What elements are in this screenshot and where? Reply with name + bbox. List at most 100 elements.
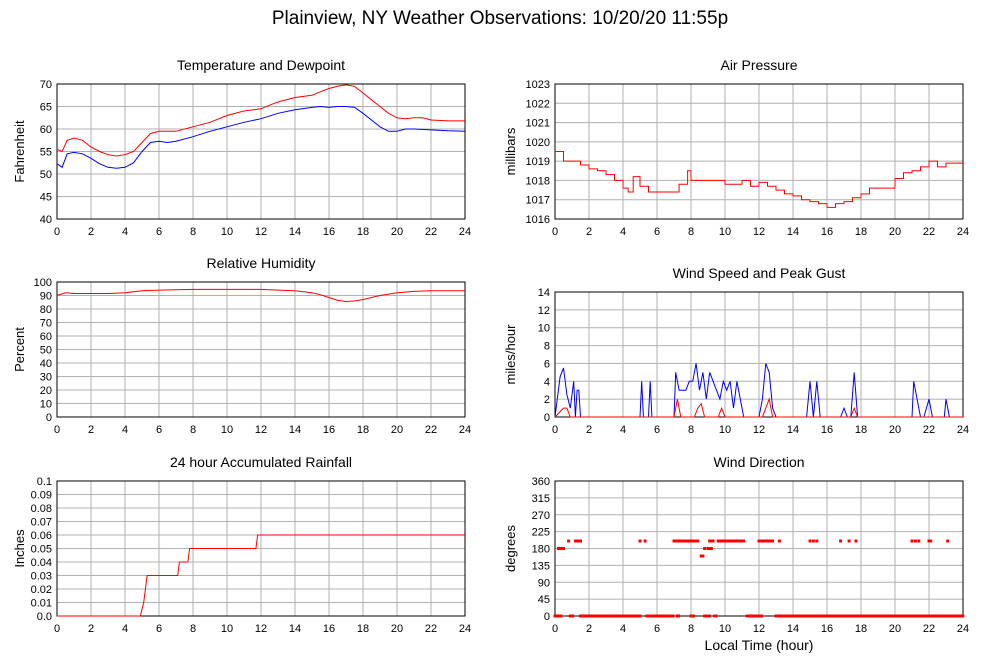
plot-frame	[56, 480, 466, 617]
data-point	[671, 614, 675, 618]
x-tick-label: 24	[957, 623, 969, 635]
x-tick-label: 0	[552, 623, 558, 635]
y-tick-label: 40	[40, 358, 52, 370]
data-point	[573, 539, 577, 543]
chart-title: Temperature and Dewpoint	[177, 57, 345, 73]
series-line-0	[56, 84, 465, 157]
x-tick-label: 12	[753, 424, 765, 436]
data-point	[575, 539, 579, 543]
x-tick-label: 12	[255, 623, 267, 635]
data-point	[720, 539, 724, 543]
x-tick-label: 6	[156, 226, 162, 238]
data-point	[808, 539, 812, 543]
x-tick-label: 24	[459, 623, 471, 635]
x-tick-label: 10	[719, 226, 731, 238]
data-point	[759, 614, 763, 618]
x-tick-label: 10	[221, 424, 233, 436]
y-tick-label: 65	[40, 102, 52, 114]
data-point	[694, 539, 698, 543]
data-point	[679, 539, 683, 543]
y-tick-label: 0.0	[37, 611, 52, 623]
y-tick-label: 1023	[526, 79, 550, 91]
data-point	[718, 539, 722, 543]
x-tick-label: 12	[753, 623, 765, 635]
x-tick-label: 22	[923, 424, 935, 436]
x-tick-label: 18	[357, 623, 369, 635]
y-tick-label: 1017	[526, 195, 550, 207]
y-tick-label: 0	[46, 412, 52, 424]
data-point	[716, 539, 720, 543]
x-tick-label: 20	[391, 226, 403, 238]
data-point	[691, 614, 695, 618]
data-point	[929, 539, 933, 543]
data-point	[708, 547, 712, 550]
series-line-0	[57, 534, 465, 617]
plot-frame	[56, 83, 466, 220]
y-tick-label: 0.07	[31, 517, 52, 529]
data-point	[703, 547, 707, 550]
y-tick-label: 0.03	[31, 571, 52, 583]
x-tick-label: 0	[552, 424, 558, 436]
x-tick-label: 22	[425, 424, 437, 436]
y-tick-label: 0.04	[31, 557, 52, 569]
y-tick-label: 1021	[526, 118, 550, 130]
page-title: Plainview, NY Weather Observations: 10/2…	[271, 8, 729, 29]
x-tick-label: 2	[586, 226, 592, 238]
y-tick-label: 180	[532, 544, 550, 556]
data-point	[706, 547, 710, 550]
y-tick-label: 12	[538, 305, 550, 317]
data-point	[567, 539, 571, 543]
x-tick-label: 4	[620, 226, 626, 238]
data-point	[769, 539, 773, 543]
x-tick-label: 14	[787, 424, 799, 436]
data-point	[714, 614, 718, 618]
y-tick-label: 55	[40, 147, 52, 159]
data-point	[762, 539, 766, 543]
data-point	[711, 539, 715, 543]
data-point	[767, 539, 771, 543]
y-axis-label: miles/hour	[503, 324, 518, 385]
x-tick-label: 4	[620, 623, 626, 635]
x-tick-label: 8	[688, 226, 694, 238]
y-tick-label: 50	[40, 345, 52, 357]
y-tick-label: 20	[40, 385, 52, 397]
x-tick-label: 14	[787, 623, 799, 635]
x-tick-label: 2	[88, 623, 94, 635]
x-tick-label: 18	[357, 424, 369, 436]
data-point	[684, 539, 688, 543]
x-tick-label: 22	[425, 623, 437, 635]
x-tick-label: 22	[923, 226, 935, 238]
x-tick-label: 20	[889, 226, 901, 238]
x-tick-label: 0	[54, 226, 60, 238]
data-point	[691, 539, 695, 543]
chart-title: Relative Humidity	[207, 255, 316, 271]
y-tick-label: 60	[40, 331, 52, 343]
x-tick-label: 4	[122, 226, 128, 238]
y-tick-label: 14	[538, 287, 550, 299]
x-tick-label: 20	[889, 424, 901, 436]
data-point	[682, 539, 686, 543]
y-tick-label: 90	[538, 577, 550, 589]
data-point	[854, 539, 858, 543]
data-point	[721, 539, 725, 543]
x-tick-label: 18	[855, 226, 867, 238]
y-tick-label: 270	[532, 510, 550, 522]
y-tick-label: 100	[34, 277, 52, 289]
data-point	[689, 539, 693, 543]
data-point	[771, 539, 775, 543]
x-tick-label: 14	[289, 623, 301, 635]
data-point	[577, 539, 581, 543]
series-line-0	[56, 288, 465, 303]
data-point	[759, 539, 763, 543]
x-tick-label: 18	[357, 226, 369, 238]
data-point	[638, 614, 642, 618]
data-point	[732, 539, 735, 543]
x-tick-label: 14	[289, 424, 301, 436]
x-tick-label: 16	[323, 623, 335, 635]
y-tick-label: 6	[544, 358, 550, 370]
data-point	[701, 554, 705, 558]
